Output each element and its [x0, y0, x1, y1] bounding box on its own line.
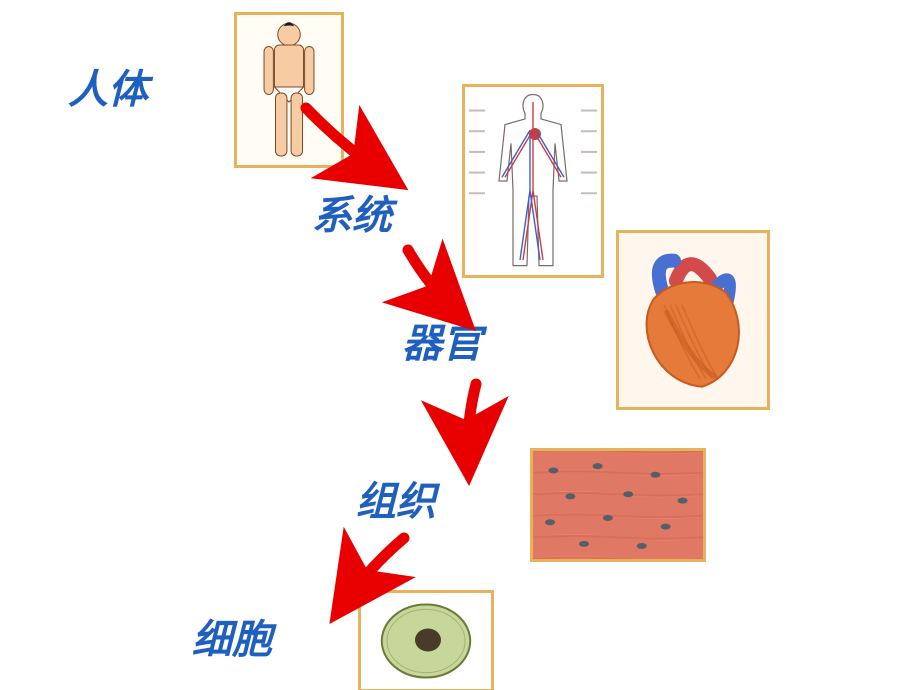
image-system — [462, 84, 604, 278]
label-organism: 人体 — [68, 57, 148, 115]
image-organism — [234, 12, 344, 168]
image-organ — [616, 230, 770, 410]
image-tissue — [530, 448, 706, 562]
image-cell — [358, 590, 494, 690]
label-cell: 细胞 — [192, 607, 272, 665]
label-tissue: 组织 — [356, 469, 436, 527]
label-system: 系统 — [312, 183, 392, 241]
arrow-organ-to-tissue — [468, 384, 476, 464]
label-organ: 器官 — [402, 311, 482, 369]
arrow-system-to-organ — [408, 250, 460, 316]
